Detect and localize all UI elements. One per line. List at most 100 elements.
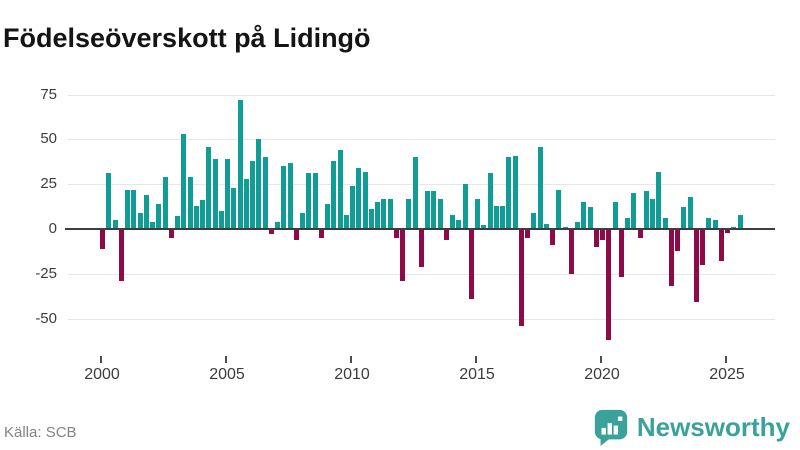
bar-positive: [262, 157, 268, 229]
bar-negative: [600, 229, 605, 240]
bar-positive: [587, 207, 593, 229]
bar-positive: [412, 157, 418, 229]
bar-positive: [212, 159, 218, 229]
bar-positive: [237, 99, 243, 229]
bar-positive: [287, 162, 293, 229]
bar-positive: [337, 150, 343, 229]
bar-positive: [368, 209, 374, 229]
bar-negative: [318, 229, 324, 238]
x-axis-label: 2015: [459, 366, 495, 383]
bar-positive: [106, 173, 112, 229]
bar-negative: [725, 229, 730, 233]
bar-positive: [656, 171, 662, 229]
bar-negative: [293, 229, 299, 240]
bar-negative: [443, 229, 449, 240]
bar-positive: [143, 194, 149, 229]
bar-positive: [362, 171, 368, 229]
bar-positive: [431, 191, 437, 229]
newsworthy-speech-bubble-chart-icon: [594, 409, 627, 446]
gridline: [68, 273, 775, 275]
bar-positive: [175, 216, 180, 229]
bar-negative: [393, 229, 399, 238]
x-axis-label: 2000: [84, 366, 120, 383]
bar-positive: [306, 173, 312, 229]
x-axis-tick: [475, 356, 477, 363]
bar-negative: [693, 229, 699, 303]
bar-positive: [356, 168, 362, 229]
bar-positive: [575, 221, 580, 229]
zero-axis-line: [65, 228, 775, 230]
bar-positive: [375, 202, 380, 229]
bar-negative: [593, 229, 599, 247]
x-axis-tick: [350, 356, 352, 363]
bar-positive: [131, 189, 137, 229]
bar-positive: [581, 202, 587, 229]
bar-positive: [206, 146, 212, 229]
x-axis-tick: [225, 356, 227, 363]
bar-negative: [268, 229, 274, 235]
bar-positive: [256, 139, 262, 229]
bar-positive: [512, 155, 518, 229]
bar-positive: [231, 187, 237, 229]
bar-positive: [225, 159, 230, 229]
bar-negative: [668, 229, 674, 287]
bar-positive: [625, 218, 630, 229]
gridline: [68, 318, 775, 320]
bar-positive: [193, 205, 199, 229]
bar-positive: [187, 177, 193, 229]
bar-negative: [100, 229, 105, 249]
bar-positive: [537, 146, 543, 229]
bar-negative: [550, 229, 555, 246]
bar-positive: [481, 225, 487, 229]
bar-negative: [618, 229, 624, 278]
bar-positive: [475, 198, 480, 229]
bar-negative: [400, 229, 405, 281]
bar-positive: [737, 214, 743, 229]
bar-positive: [218, 211, 224, 229]
bar-positive: [181, 134, 187, 229]
bar-negative: [637, 229, 643, 238]
bar-positive: [506, 157, 512, 229]
bar-negative: [718, 229, 724, 262]
bar-positive: [300, 212, 305, 229]
bar-negative: [418, 229, 424, 267]
bar-positive: [281, 166, 287, 229]
bar-positive: [425, 191, 430, 229]
bar-positive: [487, 173, 493, 229]
bar-positive: [493, 205, 499, 229]
bar-positive: [200, 200, 205, 229]
x-axis-label: 2025: [709, 366, 745, 383]
y-axis-label: -50: [35, 309, 57, 327]
bar-positive: [687, 196, 693, 229]
bar-positive: [631, 193, 637, 229]
bar-positive: [343, 214, 349, 229]
x-axis-tick: [100, 356, 102, 363]
newsworthy-logo: Newsworthy: [592, 408, 790, 446]
gridline: [68, 139, 775, 141]
bar-positive: [381, 198, 387, 229]
bar-positive: [662, 218, 668, 229]
bar-positive: [250, 160, 255, 229]
bar-positive: [450, 214, 455, 229]
x-axis-label: 2005: [209, 366, 245, 383]
bar-positive: [456, 220, 462, 229]
y-axis-label: 0: [48, 220, 57, 237]
bar-positive: [112, 220, 118, 229]
newsworthy-wordmark: Newsworthy: [636, 411, 790, 442]
bar-positive: [137, 212, 143, 229]
bar-positive: [643, 191, 649, 229]
bar-positive: [325, 203, 330, 229]
bar-positive: [543, 223, 549, 229]
plot-area: 75 50 25 0 -25 -50 2000 2005 2010 2015 2020 2025: [35, 85, 775, 383]
x-axis-tick: [600, 356, 602, 363]
bar-positive: [556, 189, 562, 229]
y-axis-label: 75: [40, 85, 57, 103]
bar-positive: [312, 173, 318, 229]
bar-positive: [650, 198, 655, 229]
y-axis-label: 50: [40, 130, 57, 148]
bar-negative: [518, 229, 524, 326]
bar-negative: [525, 229, 530, 238]
bar-negative: [468, 229, 474, 299]
x-axis-label: 2010: [334, 366, 370, 383]
source-note: Källa: SCB: [4, 424, 77, 441]
